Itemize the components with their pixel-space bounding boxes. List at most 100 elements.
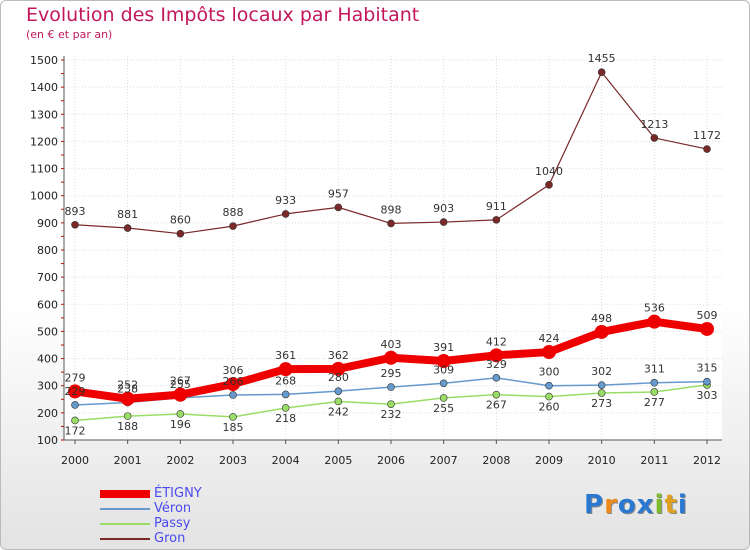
y-tick-label: 1000 [30, 190, 58, 203]
data-point-gron [71, 220, 79, 229]
data-point-veron [597, 381, 606, 389]
data-label-veron: 229 [65, 385, 86, 398]
data-label-gron: 893 [65, 205, 86, 218]
data-label-passy: 172 [65, 424, 86, 437]
x-tick-label: 2007 [430, 454, 458, 467]
data-point-etigny [226, 377, 240, 392]
data-label-etigny: 536 [644, 302, 665, 315]
chart-subtitle: (en € et par an) [26, 28, 113, 41]
data-label-passy: 232 [381, 408, 402, 421]
data-label-gron: 933 [275, 194, 296, 207]
data-point-passy [492, 390, 501, 399]
data-label-gron: 898 [381, 203, 402, 216]
data-label-veron: 300 [539, 366, 560, 379]
data-point-gron [176, 229, 185, 238]
data-point-passy [123, 412, 132, 420]
data-label-gron: 1213 [640, 118, 668, 131]
y-tick-label: 800 [37, 244, 58, 257]
data-label-etigny: 252 [117, 379, 138, 392]
data-label-passy: 277 [644, 396, 665, 409]
data-label-veron: 329 [486, 358, 507, 371]
y-tick-label: 1400 [30, 81, 58, 94]
proxiti-logo: Proxiti [584, 490, 688, 520]
legend-label: Véron [154, 501, 192, 516]
logo-letter: x [636, 490, 655, 520]
data-label-passy: 260 [539, 401, 560, 414]
data-label-gron: 1040 [535, 165, 563, 178]
data-point-passy [597, 389, 606, 397]
y-tick-label: 1500 [30, 54, 58, 67]
data-point-veron [387, 383, 395, 391]
y-tick-label: 200 [37, 407, 58, 420]
data-label-etigny: 403 [381, 338, 402, 351]
data-point-veron [492, 374, 501, 382]
data-label-veron: 280 [328, 371, 349, 384]
x-tick-label: 2003 [219, 454, 247, 467]
data-point-passy [281, 404, 290, 412]
data-label-passy: 188 [117, 420, 138, 433]
data-label-passy: 303 [697, 389, 718, 402]
data-label-gron: 911 [486, 200, 507, 213]
data-point-gron [387, 219, 395, 228]
logo-letter: i [677, 490, 688, 520]
data-label-veron: 295 [381, 367, 402, 380]
x-tick-label: 2012 [693, 454, 721, 467]
data-point-gron [334, 203, 343, 212]
x-tick-label: 2010 [588, 454, 616, 467]
data-label-veron: 266 [223, 375, 244, 388]
legend-swatch [100, 508, 150, 510]
data-label-gron: 888 [223, 206, 244, 219]
data-point-passy [71, 416, 79, 425]
data-label-gron: 860 [170, 214, 191, 227]
data-point-etigny [278, 362, 293, 377]
data-point-etigny [68, 384, 82, 399]
data-point-etigny [331, 361, 346, 376]
data-label-veron: 302 [591, 365, 612, 378]
data-label-etigny: 509 [697, 309, 718, 322]
legend-label: Gron [154, 531, 186, 546]
data-point-veron [545, 381, 553, 390]
x-tick-label: 2011 [640, 454, 668, 467]
y-tick-label: 1300 [30, 108, 58, 121]
data-point-gron [650, 134, 659, 142]
y-tick-label: 500 [37, 325, 58, 338]
data-point-veron [439, 379, 448, 388]
data-label-passy: 255 [433, 402, 454, 415]
y-tick-label: 900 [37, 217, 58, 230]
data-point-veron [281, 390, 290, 399]
data-label-gron: 1455 [588, 52, 616, 65]
x-tick-label: 2005 [324, 454, 352, 467]
data-label-etigny: 267 [170, 375, 191, 388]
data-label-passy: 185 [223, 421, 244, 434]
data-point-gron [597, 68, 606, 77]
data-point-passy [334, 397, 343, 406]
data-label-passy: 218 [275, 412, 296, 425]
legend-swatch [100, 538, 150, 540]
legend-label: Passy [154, 516, 191, 531]
data-label-veron: 309 [433, 363, 454, 376]
data-label-passy: 267 [486, 399, 507, 412]
data-label-veron: 311 [644, 363, 665, 376]
x-tick-label: 2004 [272, 454, 300, 467]
data-point-gron [281, 210, 290, 218]
data-label-passy: 196 [170, 418, 191, 431]
data-point-gron [703, 145, 711, 153]
y-tick-label: 600 [37, 298, 58, 311]
data-label-etigny: 361 [275, 349, 296, 362]
data-label-etigny: 412 [486, 335, 507, 348]
data-label-etigny: 391 [433, 341, 454, 354]
legend-swatch [100, 523, 150, 525]
data-point-passy [650, 388, 659, 396]
data-label-veron: 238 [117, 383, 138, 396]
logo-letter: P [584, 490, 605, 520]
x-tick-label: 2008 [482, 454, 510, 467]
data-point-etigny [594, 324, 609, 339]
data-point-passy [545, 392, 553, 401]
data-point-veron [334, 387, 343, 395]
data-label-veron: 268 [275, 374, 296, 387]
data-point-etigny [436, 354, 451, 369]
data-point-passy [439, 394, 448, 402]
data-label-etigny: 362 [328, 349, 349, 362]
y-tick-label: 300 [37, 380, 58, 393]
y-tick-label: 1100 [30, 163, 58, 176]
